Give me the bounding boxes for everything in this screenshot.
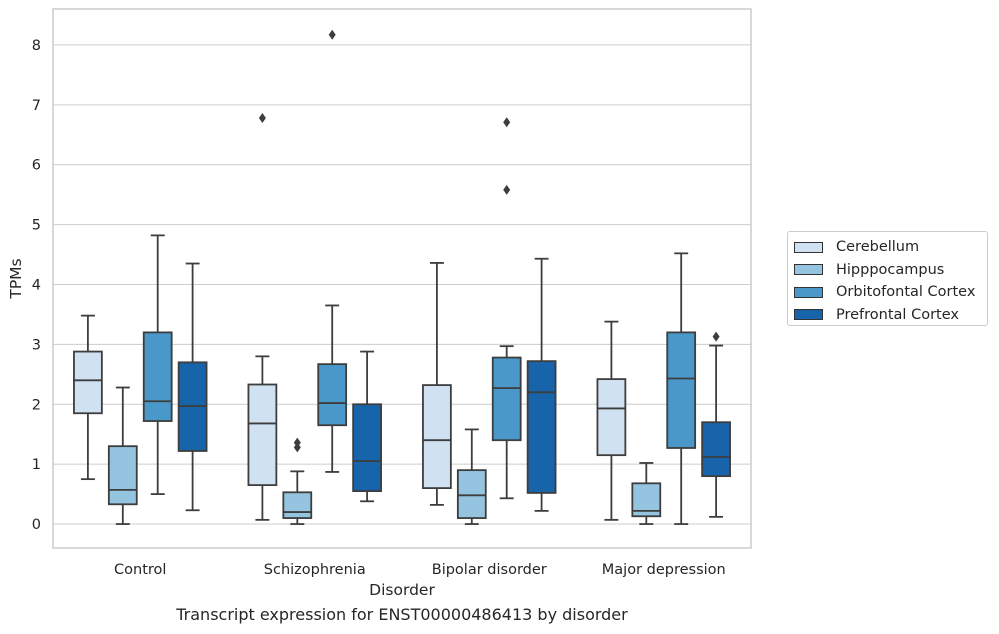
legend-swatch [794,309,823,321]
x-tick-label: Schizophrenia [264,562,366,578]
legend-swatch [794,241,823,253]
box-group [73,314,103,481]
y-tick-label: 3 [32,337,41,353]
legend-label: Prefrontal Cortex [836,306,959,323]
legend: Cerebellum Hipppocampus Orbitofontal Corte… [787,231,988,326]
legend-label: Cerebellum [836,239,920,256]
x-tick-label: Major depression [602,562,726,578]
outlier-point [712,331,720,342]
box [422,384,452,490]
box [247,383,278,487]
legend-label: Hipppocampus [836,261,945,278]
x-axis-label: Disorder [369,581,435,599]
box [317,363,348,427]
y-tick-label: 8 [32,38,41,54]
box [666,331,697,449]
box-group [456,428,487,525]
y-tick-label: 5 [32,218,41,234]
box-group [247,112,278,521]
box [352,403,382,493]
outlier-point [503,184,511,195]
y-tick-label: 2 [32,397,41,413]
box [73,350,103,415]
outlier-point [328,29,336,40]
box [491,356,522,442]
y-tick-label: 0 [32,517,41,533]
box-group [282,437,313,525]
y-tick-label: 7 [32,98,41,114]
legend-swatch [794,286,823,298]
y-tick-label: 1 [32,457,41,473]
x-tick-label: Bipolar disorder [432,562,547,578]
outlier-point [258,112,266,123]
box-group [107,386,138,525]
chart-caption: Transcript expression for ENST0000048641… [176,605,628,624]
box-group [526,257,557,512]
legend-label: Orbitofontal Cortex [836,284,976,301]
y-tick-label: 6 [32,158,41,174]
box-group [317,29,348,473]
box-group [631,462,662,525]
box [282,491,313,519]
legend-item: Cerebellum [792,236,987,259]
y-axis-label: TPMs [7,258,25,299]
box [456,469,487,519]
x-tick-label: Control [114,562,166,578]
outlier-point [503,117,511,128]
box [526,360,557,494]
plot-frame [52,8,752,549]
legend-item: Orbitofontal Cortex [792,281,987,304]
box [701,421,731,478]
outlier-point [293,437,301,448]
box-group [422,262,452,506]
legend-item: Prefrontal Cortex [792,304,987,327]
box-group [491,117,522,500]
box-group [666,252,697,525]
y-tick-label: 4 [32,277,41,293]
box-group [701,331,731,518]
box [142,331,173,422]
box-group [142,234,173,496]
box [596,378,627,457]
box-group [596,320,627,521]
box-group [177,262,208,512]
box [107,445,138,506]
box-group [352,350,382,503]
legend-item: Hipppocampus [792,259,987,282]
legend-swatch [794,264,823,276]
